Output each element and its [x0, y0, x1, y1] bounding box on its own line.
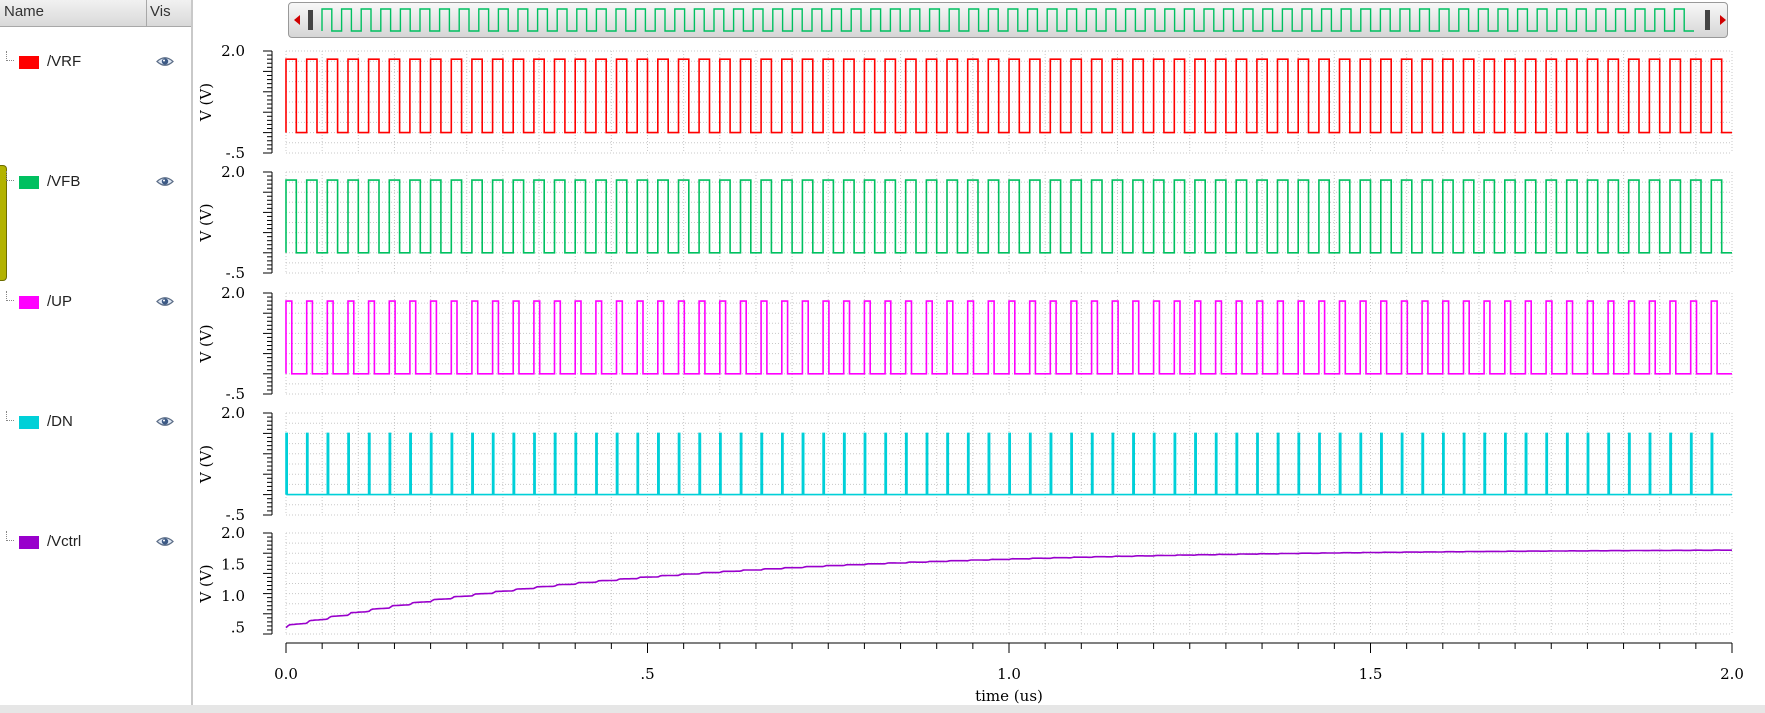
eye-icon[interactable]: [156, 55, 174, 68]
y-axis-label: V (V): [197, 564, 215, 603]
waveform-trace[interactable]: [285, 432, 1732, 496]
header-vis[interactable]: Vis: [150, 3, 171, 20]
signal-name: /Vctrl: [47, 533, 82, 550]
header-name[interactable]: Name: [4, 3, 45, 20]
signal-row[interactable]: /Vctrl: [0, 528, 191, 558]
signal-row[interactable]: /UP: [0, 288, 191, 318]
x-tick-label: 1.0: [997, 665, 1021, 683]
x-tick-label: 2.0: [1720, 665, 1744, 683]
signal-color-swatch[interactable]: [19, 296, 39, 309]
waveform-trace[interactable]: [285, 300, 1732, 375]
eye-icon[interactable]: [156, 535, 174, 548]
signal-name: /VFB: [47, 173, 81, 190]
signal-name: /DN: [47, 413, 73, 430]
scroll-left-arrow-icon[interactable]: [294, 15, 300, 25]
signal-color-swatch[interactable]: [19, 416, 39, 429]
scroll-right-arrow-icon[interactable]: [1720, 15, 1726, 25]
y-axis-label: V (V): [197, 203, 215, 242]
waveform-trace[interactable]: [285, 179, 1732, 254]
signal-color-swatch[interactable]: [19, 56, 39, 69]
y-tick-label: 2.0: [221, 524, 245, 542]
signal-color-swatch[interactable]: [19, 536, 39, 549]
y-tick-label: 1.5: [221, 556, 245, 574]
y-tick-label: 2.0: [221, 284, 245, 302]
x-tick-label: 0.0: [274, 665, 298, 683]
y-tick-label: -.5: [226, 385, 245, 403]
signal-color-swatch[interactable]: [19, 176, 39, 189]
waveform-trace[interactable]: [285, 58, 1732, 134]
y-tick-label: 2.0: [221, 404, 245, 422]
signal-browser: Name Vis /VRF/VFB/UP/DN/Vctrl: [0, 0, 193, 713]
tree-connector: [6, 531, 14, 541]
selection-handle[interactable]: [0, 165, 7, 281]
signal-row[interactable]: /VRF: [0, 48, 191, 78]
tree-connector: [6, 291, 14, 301]
waveform-trace[interactable]: [285, 549, 1732, 629]
y-tick-label: 1.0: [221, 587, 245, 605]
eye-icon[interactable]: [156, 415, 174, 428]
x-tick-label: .5: [640, 665, 654, 683]
scroller-right-handle[interactable]: [1705, 10, 1710, 30]
status-strip: [0, 705, 1765, 713]
scroller-preview-trace: [321, 8, 1694, 32]
x-tick-label: 1.5: [1359, 665, 1383, 683]
tree-connector: [6, 411, 14, 421]
x-axis-label: time (us): [975, 687, 1043, 705]
signal-name: /UP: [47, 293, 73, 310]
signal-row[interactable]: /DN: [0, 408, 191, 438]
tree-connector: [6, 51, 14, 61]
scroller-left-handle[interactable]: [308, 10, 313, 30]
signal-name: /VRF: [47, 53, 82, 70]
eye-icon[interactable]: [156, 295, 174, 308]
browser-header: Name Vis: [0, 0, 191, 27]
y-tick-label: -.5: [226, 506, 245, 524]
y-tick-label: 2.0: [221, 42, 245, 60]
signal-row[interactable]: /VFB: [0, 168, 191, 198]
eye-icon[interactable]: [156, 175, 174, 188]
y-axis-label: V (V): [197, 445, 215, 484]
y-axis-label: V (V): [197, 324, 215, 363]
y-tick-label: .5: [231, 619, 245, 637]
y-tick-label: -.5: [226, 144, 245, 162]
y-axis-label: V (V): [197, 83, 215, 122]
y-tick-label: -.5: [226, 264, 245, 282]
y-tick-label: 2.0: [221, 163, 245, 181]
tree-connector: [6, 171, 14, 181]
